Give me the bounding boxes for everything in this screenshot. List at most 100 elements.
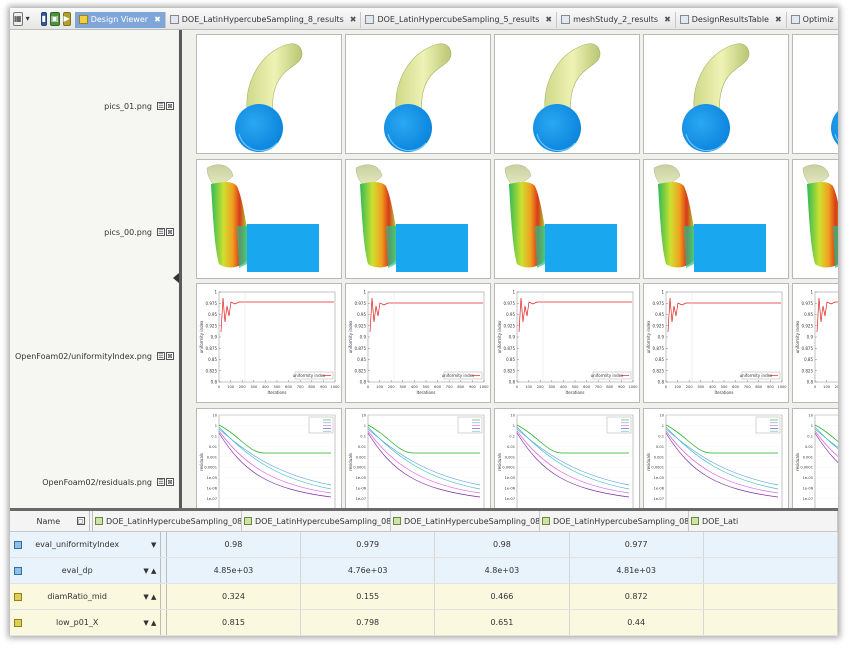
uniformity-plot[interactable]: 1 0.975 0.95 0.925 0.9 0.875 0.85 0.825 0.8 0 100 2… <box>345 283 491 403</box>
table-cell[interactable]: 0.815 <box>167 610 302 635</box>
residuals-plot[interactable]: 10 1 0.1 0.01 0.001 0.0001 1e-05 1e-06 1e-07 1e-0… <box>196 408 342 508</box>
table-cell[interactable]: 4.85e+03 <box>167 558 302 583</box>
table-cell[interactable]: 4.81e+03 <box>570 558 704 583</box>
table-cell[interactable]: 0.651 <box>435 610 570 635</box>
table-cell[interactable]: 0.872 <box>570 584 704 609</box>
close-icon[interactable]: ✖ <box>349 15 357 24</box>
pics-00-image[interactable] <box>494 159 640 279</box>
row-name-cell[interactable]: eval_uniformityIndex ▼ <box>10 532 162 557</box>
row-menu-icon[interactable]: ☰ <box>157 352 165 360</box>
residuals-plot[interactable]: 10 1 0.1 0.01 0.001 0.0001 1e-05 1e-06 1e-07 1e-0… <box>792 408 838 508</box>
svg-text:0.975: 0.975 <box>504 301 516 306</box>
row-menu-icon[interactable]: ☰ <box>157 478 165 486</box>
column-header[interactable]: DOE_LatinHypercubeSampling_08_de⊠ <box>391 511 540 531</box>
column-header-label: DOE_LatinHypercubeSampling_08_de <box>404 516 540 526</box>
tab-1[interactable]: DOE_LatinHypercubeSampling_8_results ✖ <box>166 11 362 28</box>
tab-4[interactable]: DesignResultsTable ✖ <box>676 11 787 28</box>
horizontal-splitter[interactable] <box>10 508 838 511</box>
pics-01-image[interactable] <box>345 34 491 154</box>
svg-text:0.9: 0.9 <box>509 335 516 340</box>
table-cell-partial[interactable] <box>704 532 838 557</box>
column-header[interactable]: DOE_LatinHypercubeSampling_08_de⊠ <box>540 511 689 531</box>
row-name-cell[interactable]: eval_dp ▼ ▲ <box>10 558 162 583</box>
svg-text:1: 1 <box>661 290 664 295</box>
row-name-cell[interactable]: diamRatio_mid ▼ ▲ <box>10 584 162 609</box>
table-cell-partial[interactable] <box>704 610 838 635</box>
svg-text:0.8: 0.8 <box>360 380 367 385</box>
pics-01-image[interactable] <box>196 34 342 154</box>
table-cell[interactable]: 0.324 <box>167 584 302 609</box>
table-cell[interactable]: 0.155 <box>301 584 436 609</box>
uniformity-plot[interactable]: 1 0.975 0.95 0.925 0.9 0.875 0.85 0.825 0.8 0 100 2… <box>494 283 640 403</box>
pics-01-image[interactable] <box>494 34 640 154</box>
column-header[interactable]: DOE_LatinHypercubeSampling_08_de⊠ <box>93 511 242 531</box>
tab-2[interactable]: DOE_LatinHypercubeSampling_5_results ✖ <box>361 11 558 28</box>
svg-text:1e-07: 1e-07 <box>654 497 664 501</box>
row-menu-icon[interactable]: ☰ <box>157 228 165 236</box>
table-cell[interactable]: 0.98 <box>167 532 302 557</box>
residuals-plot[interactable]: 10 1 0.1 0.01 0.001 0.0001 1e-05 1e-06 1e-07 1e-0… <box>494 408 640 508</box>
table-cell[interactable]: 0.798 <box>301 610 436 635</box>
row-close-icon[interactable]: ⊠ <box>166 228 174 236</box>
table-cell-partial[interactable] <box>704 584 838 609</box>
table-cell-partial[interactable] <box>704 558 838 583</box>
close-icon[interactable]: ✖ <box>154 15 161 24</box>
table-cell[interactable]: 0.979 <box>301 532 436 557</box>
vertical-splitter[interactable] <box>179 30 182 508</box>
dropdown-arrow-icon[interactable]: ▾ <box>25 14 30 23</box>
column-header[interactable]: DOE_LatinHypercubeSampling_08_de⊠ <box>242 511 391 531</box>
svg-text:0.001: 0.001 <box>803 455 813 459</box>
svg-text:0.925: 0.925 <box>206 323 218 328</box>
design-viewer-icon[interactable]: ▮ <box>40 11 47 26</box>
svg-text:1000: 1000 <box>628 385 638 389</box>
pics-00-image[interactable] <box>643 159 789 279</box>
close-icon[interactable]: ✖ <box>664 15 671 24</box>
pics-01-image[interactable] <box>792 34 838 154</box>
uniformity-plot[interactable]: 1 0.975 0.95 0.925 0.9 0.875 0.85 0.825 0.8 0 100 2… <box>196 283 342 403</box>
design-icon <box>691 517 699 525</box>
table-cell[interactable]: 0.44 <box>570 610 704 635</box>
column-menu-icon[interactable]: ▢ <box>76 517 85 525</box>
table-cell[interactable]: 0.977 <box>570 532 704 557</box>
close-icon[interactable]: ✖ <box>774 15 782 24</box>
table-cell[interactable]: 4.76e+03 <box>301 558 436 583</box>
residuals-plot[interactable]: 10 1 0.1 0.01 0.001 0.0001 1e-05 1e-06 1e-07 1e-0… <box>345 408 491 508</box>
svg-text:100: 100 <box>674 385 682 389</box>
play-icon[interactable]: ▶ <box>62 11 71 26</box>
design-icon <box>95 517 103 525</box>
grid-view-icon[interactable]: ▦ <box>13 11 23 26</box>
pics-01-image[interactable] <box>643 34 789 154</box>
sort-arrows-icon[interactable]: ▼ ▲ <box>143 566 157 575</box>
close-icon[interactable]: ✖ <box>545 15 553 24</box>
table-cell[interactable]: 0.466 <box>435 584 570 609</box>
collapse-arrow-icon[interactable] <box>173 273 179 283</box>
pics-00-image[interactable] <box>792 159 838 279</box>
name-column-header[interactable]: Name ▢ <box>10 511 90 531</box>
svg-text:0.8: 0.8 <box>509 380 516 385</box>
row-name-cell[interactable]: low_p01_X ▼ ▲ <box>10 610 162 635</box>
tab-label: DOE_LatinHypercubeSampling_8_results <box>181 15 344 24</box>
column-header[interactable]: DOE_Lati <box>689 511 838 531</box>
tab-5[interactable]: Optimiz <box>787 11 838 28</box>
row-menu-icon[interactable]: ☰ <box>157 102 165 110</box>
sort-arrows-icon[interactable]: ▼ <box>150 540 157 549</box>
pics-00-image[interactable] <box>345 159 491 279</box>
tab-3[interactable]: meshStudy_2_results ✖ <box>557 11 676 28</box>
uniformity-plot[interactable]: 1 0.975 0.95 0.925 0.9 0.875 0.85 0.825 0.8 0 100 2… <box>643 283 789 403</box>
row-close-icon[interactable]: ⊠ <box>166 352 174 360</box>
svg-text:0.85: 0.85 <box>506 357 515 362</box>
residuals-plot[interactable]: 10 1 0.1 0.01 0.001 0.0001 1e-05 1e-06 1e-07 1e-0… <box>643 408 789 508</box>
row-close-icon[interactable]: ⊠ <box>166 102 174 110</box>
svg-text:400: 400 <box>262 385 270 389</box>
sort-arrows-icon[interactable]: ▼ ▲ <box>143 618 157 627</box>
svg-text:0.95: 0.95 <box>357 312 366 317</box>
sort-arrows-icon[interactable]: ▼ ▲ <box>143 592 157 601</box>
table-cell[interactable]: 4.8e+03 <box>435 558 570 583</box>
row-close-icon[interactable]: ⊠ <box>166 478 174 486</box>
svg-text:Iterations: Iterations <box>565 390 584 395</box>
monitor-icon[interactable]: ▣ <box>49 11 60 26</box>
pics-00-image[interactable] <box>196 159 342 279</box>
tab-0[interactable]: Design Viewer ✖ <box>74 11 166 28</box>
uniformity-plot[interactable]: 1 0.975 0.95 0.925 0.9 0.875 0.85 0.825 0.8 0 100 2… <box>792 283 838 403</box>
table-cell[interactable]: 0.98 <box>435 532 570 557</box>
